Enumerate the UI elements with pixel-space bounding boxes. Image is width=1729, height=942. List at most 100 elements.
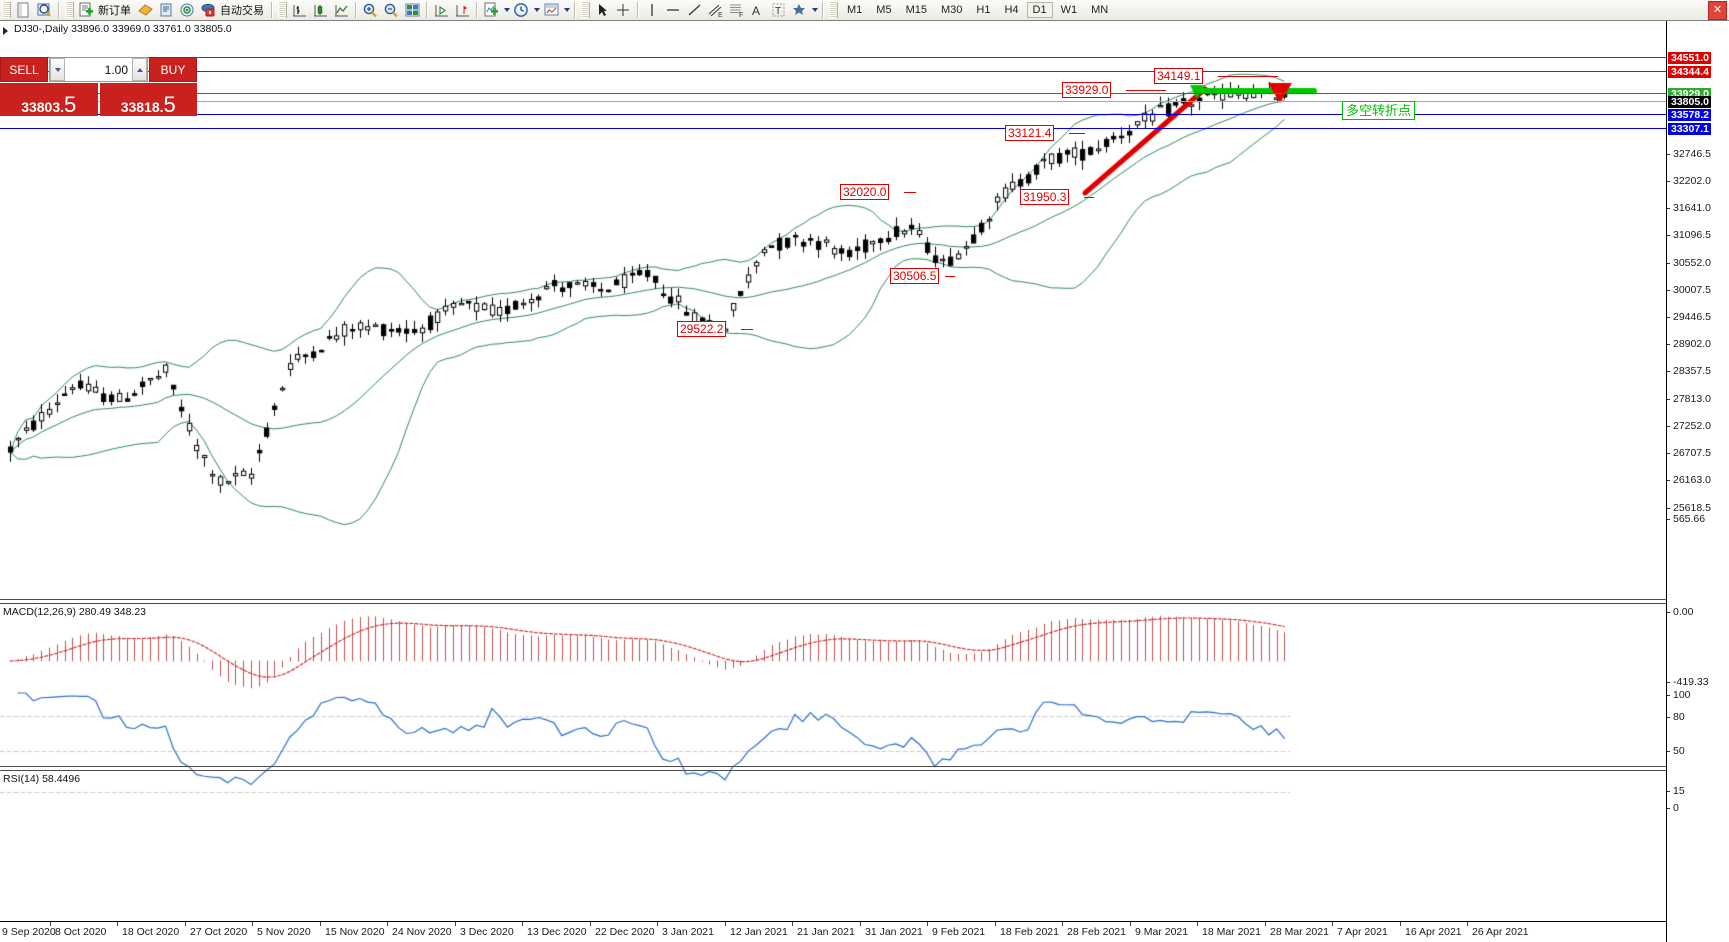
periods-chevron-down-icon[interactable] xyxy=(532,1,541,19)
zoom-out-icon[interactable] xyxy=(381,1,402,19)
target-line-33929[interactable] xyxy=(0,93,1666,94)
terminal-icon[interactable] xyxy=(156,1,177,19)
new-order-label[interactable]: 新订单 xyxy=(98,5,131,17)
buy-price-integer: 33818 xyxy=(120,99,160,115)
timeframe-w1[interactable]: W1 xyxy=(1060,4,1078,16)
timeframe-mn[interactable]: MN xyxy=(1091,4,1109,16)
price-label-34344: 34344.4 xyxy=(1668,66,1711,78)
time-label: 16 Apr 2021 xyxy=(1400,922,1462,938)
timeframe-m1[interactable]: M1 xyxy=(847,4,863,16)
autotrading-label[interactable]: 自动交易 xyxy=(220,5,264,17)
rsi-pane-divider xyxy=(0,766,1666,767)
mql5-community-icon[interactable] xyxy=(135,1,156,19)
time-label: 22 Dec 2020 xyxy=(590,922,655,938)
candlestick-chart-icon[interactable] xyxy=(310,1,331,19)
price-tick: 28902.0 xyxy=(1667,338,1711,350)
toolbar-grip-2[interactable] xyxy=(65,2,74,18)
shapes-chevron-down-icon[interactable] xyxy=(810,1,819,19)
timeframe-m5[interactable]: M5 xyxy=(876,4,892,16)
support-line-33307[interactable] xyxy=(0,128,1666,129)
timeframe-d1[interactable]: D1 xyxy=(1026,2,1053,18)
horizontal-line-icon[interactable] xyxy=(663,1,684,19)
volume-stepper[interactable]: 1.00 xyxy=(49,57,148,82)
main-toolbar: 新订单 自动交易 xyxy=(0,0,1729,21)
timeframe-h4[interactable]: H4 xyxy=(1004,4,1019,16)
text-label-icon[interactable]: T xyxy=(768,1,789,19)
time-scale[interactable]: 9 Sep 2020 8 Oct 2020 18 Oct 2020 27 Oct 20… xyxy=(0,921,1666,942)
annotation-34149[interactable]: 34149.1 xyxy=(1154,68,1204,84)
equidistant-channel-icon[interactable]: E xyxy=(705,1,726,19)
price-tick: 32746.5 xyxy=(1667,148,1711,160)
buy-price-button[interactable]: 33818 . 5 xyxy=(99,83,197,116)
chart-area[interactable]: DJ30-,Daily 33896.0 33969.0 33761.0 3380… xyxy=(0,20,1729,942)
templates-icon[interactable] xyxy=(541,1,562,19)
fibonacci-retracement-icon[interactable]: F xyxy=(726,1,747,19)
data-window-icon[interactable] xyxy=(34,1,55,19)
periods-icon[interactable] xyxy=(511,1,532,19)
cursor-icon[interactable] xyxy=(592,1,613,19)
tile-windows-icon[interactable] xyxy=(402,1,423,19)
signals-icon[interactable] xyxy=(177,1,198,19)
templates-chevron-down-icon[interactable] xyxy=(562,1,571,19)
volume-input[interactable]: 1.00 xyxy=(104,62,128,77)
price-tick: 30007.5 xyxy=(1667,284,1711,296)
time-label: 9 Mar 2021 xyxy=(1129,922,1189,938)
price-tick: 26163.0 xyxy=(1667,474,1711,486)
price-tick: 31641.0 xyxy=(1667,202,1711,214)
support-line-33578[interactable] xyxy=(0,114,1666,115)
volume-decrease-button[interactable] xyxy=(50,58,65,81)
autotrading-button[interactable] xyxy=(198,1,219,19)
buy-button[interactable]: BUY xyxy=(149,57,197,82)
indicators-icon[interactable] xyxy=(481,1,502,19)
shapes-icon[interactable] xyxy=(789,1,810,19)
sell-button[interactable]: SELL xyxy=(0,57,48,82)
annotation-33929[interactable]: 33929.0 xyxy=(1062,82,1112,98)
toolbar-separator-3 xyxy=(355,2,357,18)
zoom-in-icon[interactable] xyxy=(360,1,381,19)
toolbar-grip-5[interactable] xyxy=(829,2,838,18)
trendline-icon[interactable] xyxy=(684,1,705,19)
one-click-trading-panel[interactable]: SELL 1.00 BUY 33803 . 5 33818 . 5 xyxy=(0,57,197,116)
auto-scroll-icon[interactable] xyxy=(431,1,452,19)
timeframe-m15[interactable]: M15 xyxy=(905,4,927,16)
macd-indicator-header: MACD(12,26,9) 280.49 348.23 xyxy=(3,606,147,618)
annotation-turning-point[interactable]: 多空转折点 xyxy=(1342,101,1416,120)
vertical-line-icon[interactable] xyxy=(642,1,663,19)
resistance-line-34551[interactable] xyxy=(0,57,1666,58)
annotation-33121-leader xyxy=(1069,133,1085,134)
new-chart-icon[interactable] xyxy=(13,1,34,19)
chart-shift-icon[interactable] xyxy=(452,1,473,19)
time-label: 24 Nov 2020 xyxy=(387,922,452,938)
toolbar-separator xyxy=(58,2,60,18)
rsi-tick: 0 xyxy=(1667,802,1679,814)
toolbar-grip-3[interactable] xyxy=(278,2,287,18)
indicators-chevron-down-icon[interactable] xyxy=(502,1,511,19)
chart-collapse-icon[interactable] xyxy=(3,27,8,35)
volume-increase-button[interactable] xyxy=(132,58,147,81)
annotation-33121[interactable]: 33121.4 xyxy=(1005,125,1055,141)
new-order-button[interactable] xyxy=(76,1,97,19)
annotation-31950[interactable]: 31950.3 xyxy=(1020,189,1070,205)
timeframe-h1[interactable]: H1 xyxy=(976,4,991,16)
price-tick: 26707.5 xyxy=(1667,447,1711,459)
time-label: 27 Oct 2020 xyxy=(184,922,248,938)
crosshair-icon[interactable] xyxy=(613,1,634,19)
resistance-line-34344[interactable] xyxy=(0,71,1666,72)
bar-chart-icon[interactable] xyxy=(289,1,310,19)
time-label: 18 Oct 2020 xyxy=(116,922,180,938)
annotation-30506[interactable]: 30506.5 xyxy=(890,268,940,284)
annotation-29522[interactable]: 29522.2 xyxy=(677,321,727,337)
line-chart-icon[interactable] xyxy=(331,1,352,19)
rsi-tick: 100 xyxy=(1667,689,1691,701)
text-icon[interactable]: A xyxy=(747,1,768,19)
annotation-32020[interactable]: 32020.0 xyxy=(840,184,890,200)
chart-canvas[interactable] xyxy=(0,21,1666,921)
time-label: 8 Oct 2020 xyxy=(49,922,107,938)
timeframe-m30[interactable]: M30 xyxy=(940,4,963,16)
time-label: 15 Nov 2020 xyxy=(320,922,385,938)
price-scale[interactable]: 34551.0 34344.4 33929.0 33805.0 33578.2 … xyxy=(1666,21,1729,942)
toolbar-grip-4[interactable] xyxy=(581,2,590,18)
toolbar-grip[interactable] xyxy=(2,2,11,18)
close-icon[interactable]: ✕ xyxy=(1708,1,1727,20)
sell-price-button[interactable]: 33803 . 5 xyxy=(0,83,98,116)
